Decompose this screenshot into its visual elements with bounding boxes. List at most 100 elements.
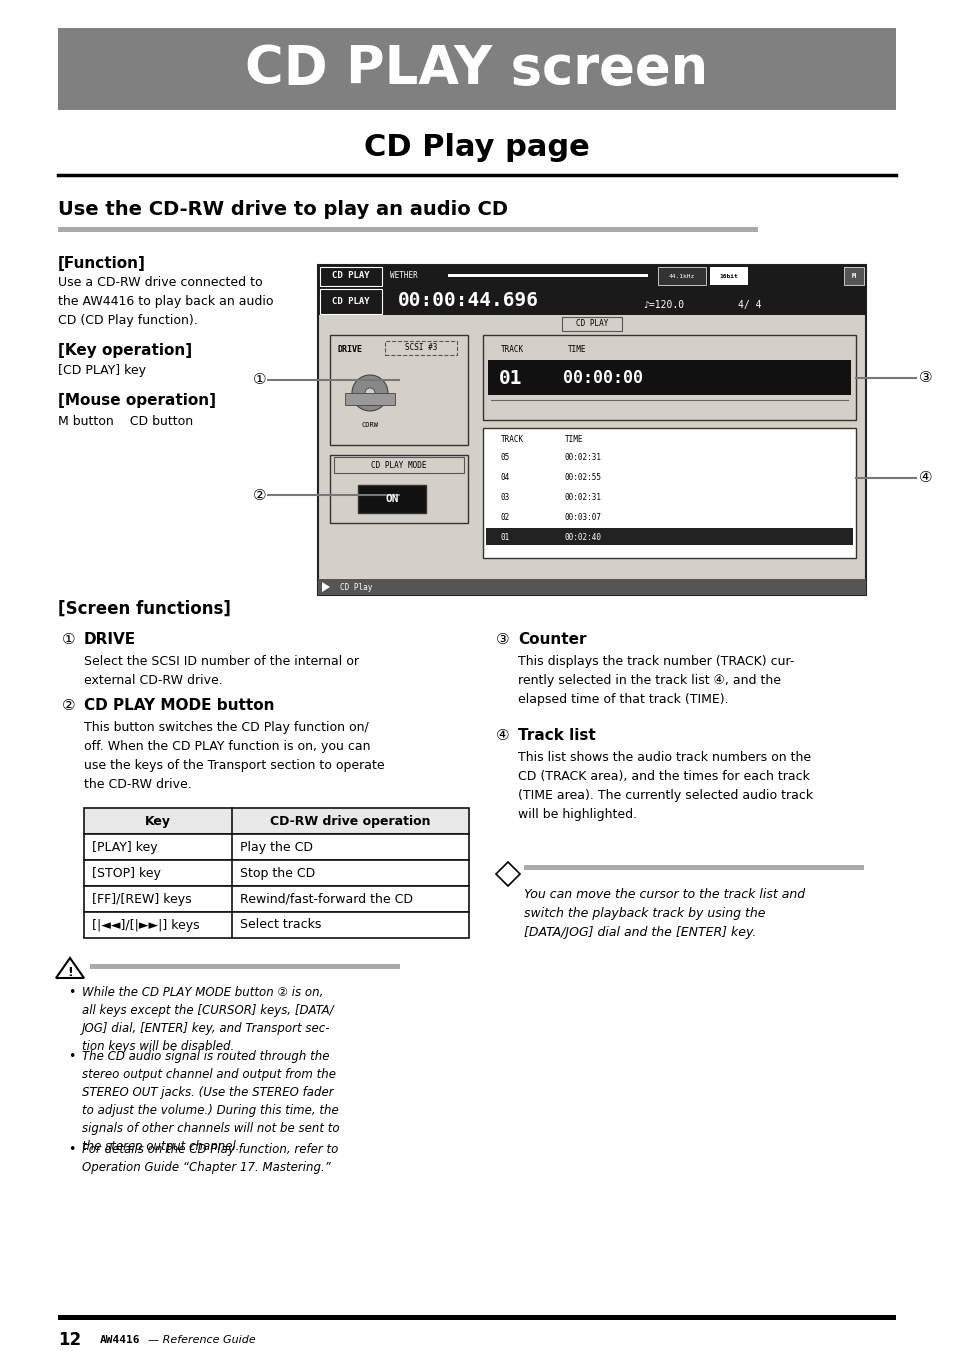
Text: ①: ① (62, 632, 75, 647)
Text: 01: 01 (500, 532, 509, 542)
Text: CD PLAY MODE button: CD PLAY MODE button (84, 698, 274, 713)
Bar (330, 455, 468, 523)
Text: You can move the cursor to the track list and
switch the playback track by using: You can move the cursor to the track lis… (523, 888, 804, 939)
Text: 04: 04 (500, 473, 509, 481)
Text: ④: ④ (496, 728, 509, 743)
Bar (485, 528, 852, 544)
Bar (319, 267, 381, 286)
Text: CD PLAY: CD PLAY (332, 296, 370, 305)
Text: This displays the track number (TRACK) cur-
rently selected in the track list ④,: This displays the track number (TRACK) c… (517, 655, 794, 707)
Text: CDRW: CDRW (361, 422, 378, 428)
Text: [|◄◄]/[|►►|] keys: [|◄◄]/[|►►|] keys (91, 919, 199, 931)
Text: Counter: Counter (517, 632, 586, 647)
Text: [FF]/[REW] keys: [FF]/[REW] keys (91, 893, 192, 905)
Bar (319, 289, 381, 313)
Text: TRACK: TRACK (500, 435, 523, 444)
Bar (482, 428, 855, 558)
Text: TIME: TIME (564, 435, 583, 444)
Text: 00:02:31: 00:02:31 (564, 453, 601, 462)
Bar (84, 861, 469, 886)
Text: ON: ON (385, 494, 398, 504)
Text: TIME: TIME (567, 345, 586, 354)
Bar (317, 265, 865, 286)
Text: •: • (68, 1143, 75, 1156)
Text: — Reference Guide: — Reference Guide (148, 1335, 255, 1346)
Bar (448, 274, 647, 277)
Text: ③: ③ (496, 632, 509, 647)
Bar (658, 267, 705, 285)
Bar (488, 359, 850, 394)
Text: •: • (68, 1050, 75, 1063)
Text: ③: ③ (919, 370, 932, 385)
Text: [Function]: [Function] (58, 255, 146, 272)
Text: For details on the CD Play function, refer to
Operation Guide “Chapter 17. Maste: For details on the CD Play function, ref… (82, 1143, 338, 1174)
Text: ♪=120.0: ♪=120.0 (642, 300, 683, 309)
Text: [STOP] key: [STOP] key (91, 866, 161, 880)
Bar (317, 580, 865, 594)
Text: ④: ④ (919, 470, 932, 485)
Text: 00:03:07: 00:03:07 (564, 512, 601, 521)
Bar (523, 865, 863, 870)
Text: AW4416: AW4416 (100, 1335, 140, 1346)
Text: 05: 05 (500, 453, 509, 462)
Text: M button    CD button: M button CD button (58, 415, 193, 428)
Text: DRIVE: DRIVE (84, 632, 136, 647)
Bar (84, 912, 469, 938)
Text: 00:00:00: 00:00:00 (562, 369, 642, 386)
Bar (334, 457, 463, 473)
Bar (90, 965, 399, 969)
Text: 02: 02 (500, 512, 509, 521)
Text: 03: 03 (500, 493, 509, 501)
Bar (345, 393, 395, 405)
Text: Use the CD-RW drive to play an audio CD: Use the CD-RW drive to play an audio CD (58, 200, 507, 219)
Bar (58, 1315, 895, 1320)
Bar (84, 834, 469, 861)
Text: [Screen functions]: [Screen functions] (58, 600, 231, 617)
Text: CD PLAY: CD PLAY (576, 319, 608, 328)
Text: M: M (851, 273, 855, 280)
Text: •: • (68, 986, 75, 998)
Text: Key: Key (145, 815, 171, 828)
Polygon shape (496, 862, 519, 886)
Text: CD Play page: CD Play page (364, 134, 589, 162)
Text: 00:02:55: 00:02:55 (564, 473, 601, 481)
Text: 00:02:40: 00:02:40 (564, 532, 601, 542)
Text: !: ! (67, 966, 72, 979)
Text: Play the CD: Play the CD (240, 840, 313, 854)
Text: DRIVE: DRIVE (337, 345, 363, 354)
Text: While the CD PLAY MODE button ② is on,
all keys except the [CURSOR] keys, [DATA/: While the CD PLAY MODE button ② is on, a… (82, 986, 334, 1052)
Text: This button switches the CD Play function on/
off. When the CD PLAY function is : This button switches the CD Play functio… (84, 721, 384, 790)
Text: Rewind/fast-forward the CD: Rewind/fast-forward the CD (240, 893, 413, 905)
Text: ②: ② (253, 488, 267, 503)
Bar (561, 317, 621, 331)
Text: Select the SCSI ID number of the internal or
external CD-RW drive.: Select the SCSI ID number of the interna… (84, 655, 358, 688)
Bar (357, 485, 426, 513)
Text: Select tracks: Select tracks (240, 919, 321, 931)
Text: Track list: Track list (517, 728, 595, 743)
Bar (482, 335, 855, 420)
Text: CD Play: CD Play (339, 582, 372, 592)
Bar (330, 335, 468, 444)
Text: The CD audio signal is routed through the
stereo output channel and output from : The CD audio signal is routed through th… (82, 1050, 339, 1152)
Text: 16bit: 16bit (719, 273, 738, 278)
Text: [Mouse operation]: [Mouse operation] (58, 393, 215, 408)
Bar (319, 315, 863, 580)
Polygon shape (56, 958, 84, 978)
Text: CD PLAY: CD PLAY (332, 272, 370, 281)
Text: [Key operation]: [Key operation] (58, 343, 192, 358)
Bar (58, 227, 758, 232)
Circle shape (365, 388, 375, 399)
Text: ②: ② (62, 698, 75, 713)
Text: [CD PLAY] key: [CD PLAY] key (58, 363, 146, 377)
Bar (385, 340, 456, 355)
Bar (317, 265, 865, 594)
Text: WETHER: WETHER (390, 272, 417, 281)
Text: CD PLAY MODE: CD PLAY MODE (371, 461, 426, 470)
Bar (843, 267, 863, 285)
Text: 12: 12 (58, 1331, 81, 1350)
Text: Stop the CD: Stop the CD (240, 866, 314, 880)
Polygon shape (322, 582, 330, 592)
Bar (709, 267, 747, 285)
Text: SCSI #3: SCSI #3 (404, 343, 436, 353)
Text: [PLAY] key: [PLAY] key (91, 840, 157, 854)
